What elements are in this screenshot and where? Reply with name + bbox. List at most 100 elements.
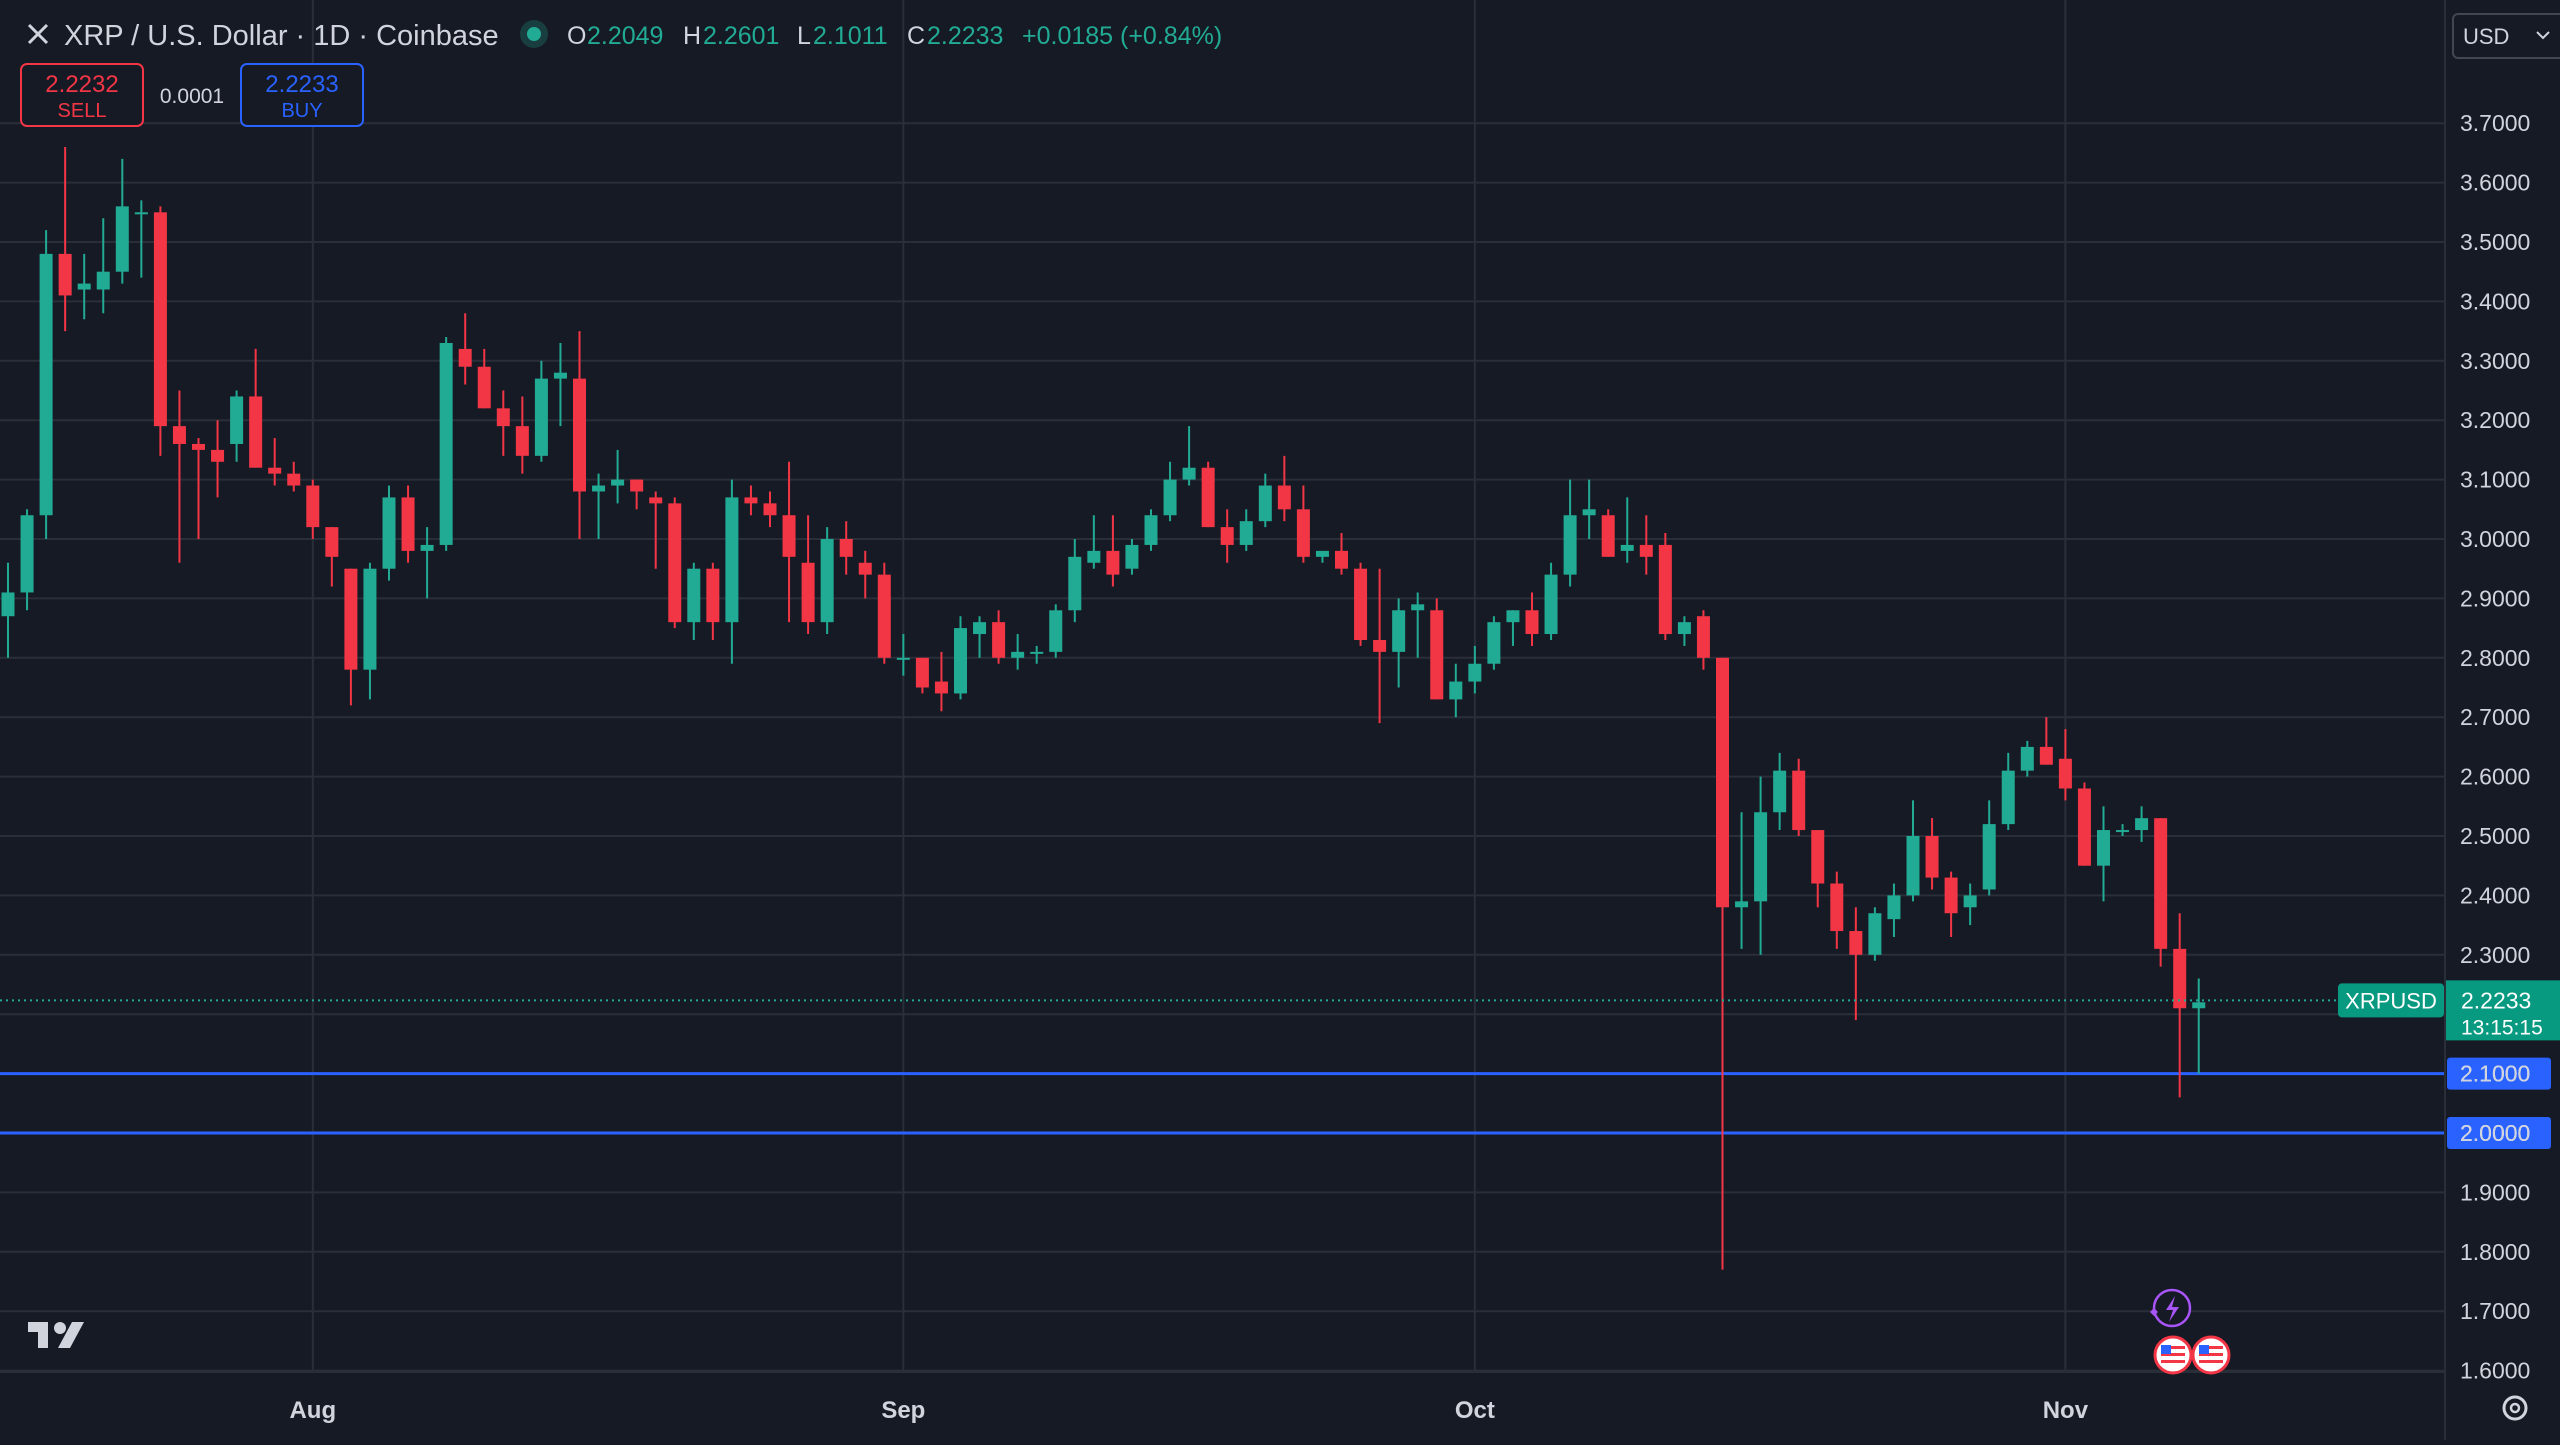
header: XRP / U.S. Dollar · 1D · Coinbase O 2.20…: [27, 20, 1222, 52]
candle: [1392, 598, 1406, 688]
candle-body: [1049, 610, 1063, 652]
candle-body: [725, 497, 739, 623]
candle-body: [744, 497, 758, 504]
candle-body: [39, 253, 53, 516]
candle: [1087, 515, 1101, 569]
candle: [420, 527, 434, 599]
candle: [1201, 461, 1215, 528]
candle-body: [211, 449, 225, 462]
candle-body: [896, 657, 910, 660]
candle-body: [2173, 948, 2187, 1009]
price-tick-label: 2.8000: [2460, 645, 2530, 671]
candle: [2173, 913, 2187, 1098]
candle: [1011, 634, 1025, 670]
candle: [592, 473, 606, 539]
tradingview-logo-icon[interactable]: [28, 1322, 84, 1348]
candle-body: [477, 366, 491, 409]
candle: [344, 568, 358, 706]
candle-body: [1582, 509, 1596, 516]
candle-body: [496, 408, 510, 427]
candle: [230, 390, 244, 462]
candle: [401, 485, 415, 563]
candle-body: [1525, 610, 1539, 635]
candle: [534, 360, 548, 462]
candle: [2077, 782, 2091, 866]
symbol-title[interactable]: XRP / U.S. Dollar · 1D · Coinbase: [64, 20, 499, 52]
price-tick-label: 2.0000: [2460, 1120, 2530, 1146]
candle-body: [1487, 622, 1501, 664]
candle: [1754, 776, 1768, 955]
candle-body: [1696, 616, 1710, 658]
candle: [1144, 509, 1158, 551]
us-flag-icon[interactable]: [2153, 1335, 2193, 1375]
horizontal-line-label-bg: [2447, 1117, 2551, 1149]
candle-body: [973, 622, 987, 635]
price-axis[interactable]: 1.60001.70001.80001.90002.00002.10002.20…: [2444, 0, 2530, 1440]
candle: [2058, 729, 2072, 801]
symbol-tag-label: XRPUSD: [2345, 988, 2437, 1013]
candle-body: [2058, 758, 2072, 789]
candle: [839, 521, 853, 575]
buy-button[interactable]: 2.2233 BUY: [240, 63, 364, 127]
candle: [1354, 562, 1368, 646]
candle: [1944, 871, 1958, 937]
candle-body: [1601, 515, 1615, 557]
candle: [515, 396, 529, 474]
candle: [1125, 539, 1139, 575]
candle-body: [877, 574, 891, 658]
candle: [763, 491, 777, 528]
price-tick-label: 3.3000: [2460, 348, 2530, 374]
close-icon[interactable]: [27, 23, 49, 45]
candle-body: [1087, 550, 1101, 563]
candle: [115, 158, 129, 284]
candle-body: [611, 479, 625, 486]
candle: [382, 485, 396, 581]
gear-icon[interactable]: [2502, 1395, 2528, 1421]
open-value: 2.2049: [587, 22, 663, 50]
candle: [1696, 610, 1710, 670]
currency-select[interactable]: USD: [2452, 13, 2560, 59]
candle-body: [1906, 836, 1920, 896]
candle-body: [325, 527, 339, 557]
candle: [668, 497, 682, 629]
candle: [249, 348, 263, 468]
candle-body: [58, 253, 72, 296]
candle: [172, 390, 186, 563]
candle: [1, 562, 15, 658]
candle: [611, 449, 625, 504]
candle-body: [1354, 568, 1368, 640]
sell-button[interactable]: 2.2232 SELL: [20, 63, 144, 127]
candle-body: [1773, 770, 1787, 813]
candle-body: [1, 592, 15, 617]
candle-body: [1220, 527, 1234, 545]
buy-price: 2.2233: [265, 71, 338, 98]
candle: [1525, 592, 1539, 646]
chevron-down-icon: [2536, 31, 2550, 40]
candle: [211, 420, 225, 498]
candle-body: [344, 568, 358, 670]
candle: [96, 218, 110, 314]
candle-body: [1754, 812, 1768, 902]
candle-body: [573, 378, 586, 492]
lightning-icon[interactable]: [2150, 1288, 2192, 1328]
low-value: 2.1011: [813, 22, 888, 50]
candle: [820, 527, 834, 635]
candle: [1658, 533, 1672, 640]
candle-body: [1430, 610, 1444, 700]
candle-body: [2192, 1002, 2206, 1009]
candle: [192, 438, 205, 539]
horizontal-lines[interactable]: 2.1000 2.0000: [0, 1057, 2551, 1149]
candle: [20, 509, 34, 611]
candle-body: [687, 568, 701, 623]
candle-body: [420, 544, 434, 551]
candle: [1106, 515, 1120, 587]
time-axis[interactable]: Aug Sep Oct Nov: [0, 1371, 2445, 1424]
candle-body: [1563, 515, 1577, 575]
candle-body: [2039, 746, 2053, 765]
candle: [1220, 509, 1234, 563]
us-flag-icon[interactable]: [2191, 1335, 2231, 1375]
candle-body: [820, 539, 834, 623]
